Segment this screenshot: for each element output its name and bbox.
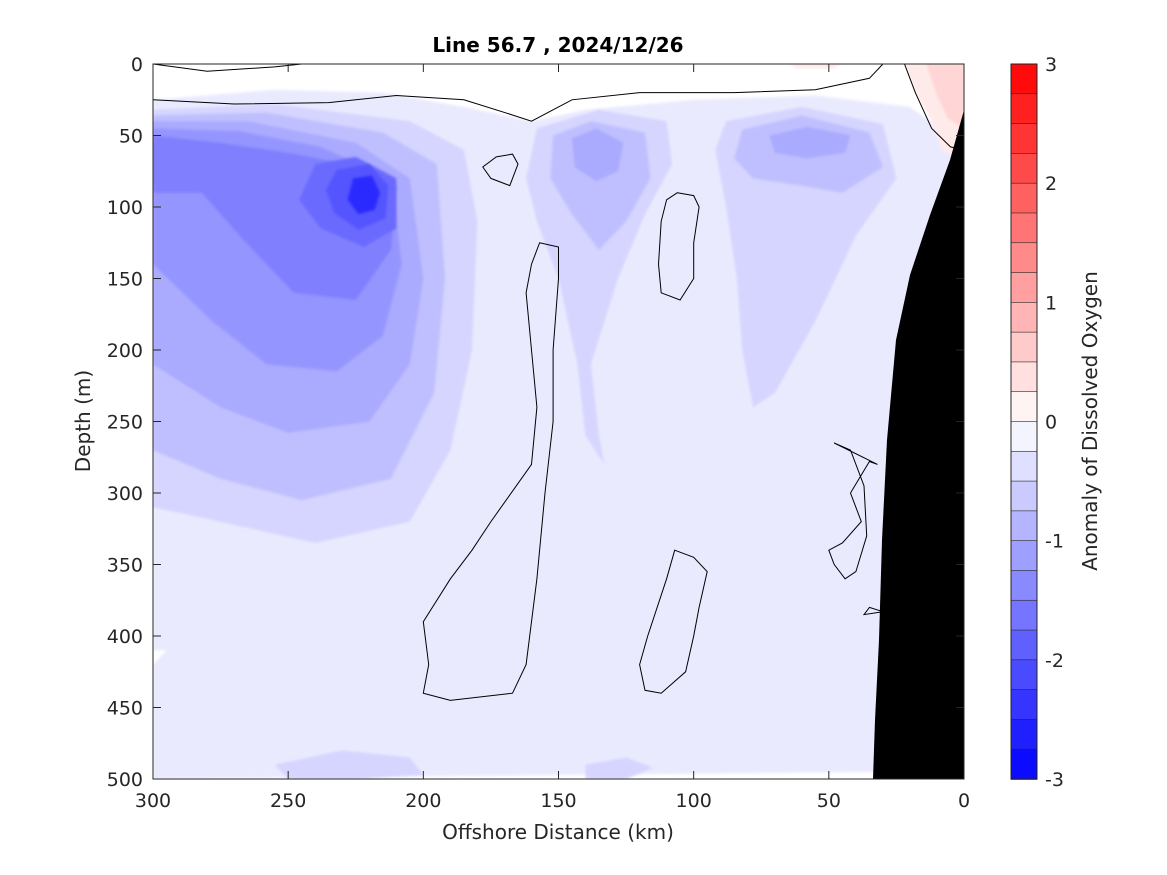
colorbar-tick-label: -2 xyxy=(1045,650,1064,672)
x-axis-label: Offshore Distance (km) xyxy=(442,820,674,844)
x-tick-label: 200 xyxy=(405,790,441,812)
colorbar-segment xyxy=(1010,182,1038,214)
colorbar-segment xyxy=(1010,689,1038,721)
zero-contour-line xyxy=(482,153,519,187)
colorbar-tick-label: -1 xyxy=(1045,531,1064,553)
bathymetry-seafloor xyxy=(873,110,964,779)
x-tick-label: 0 xyxy=(958,790,970,812)
colorbar-segment xyxy=(1010,302,1038,333)
colorbar-segment xyxy=(1010,570,1038,602)
colorbar-segment xyxy=(1010,421,1038,453)
contour-fill-region xyxy=(769,126,851,159)
colorbar-segment xyxy=(1010,123,1038,155)
zero-contour-line xyxy=(657,192,700,301)
zero-contour-line xyxy=(639,549,708,694)
y-axis-label: Depth (m) xyxy=(71,370,95,472)
y-tick-label: 400 xyxy=(107,626,143,648)
x-tick-label: 250 xyxy=(270,790,306,812)
x-axis: 300 250 200 150 100 50 0 xyxy=(135,64,970,812)
zero-contour-line xyxy=(422,242,559,701)
chart-title: Line 56.7 , 2024/12/26 xyxy=(432,33,683,57)
colorbar-tick-label: -3 xyxy=(1045,769,1064,791)
colorbar-segment xyxy=(1010,361,1038,393)
y-tick-label: 250 xyxy=(107,412,143,434)
contour-fills xyxy=(153,64,964,779)
colorbar-tick-label: 3 xyxy=(1045,54,1057,76)
colorbar-segment xyxy=(1010,212,1038,244)
contour-fill-region xyxy=(926,64,964,129)
zero-contour-line xyxy=(153,64,884,122)
zero-contour-line xyxy=(862,606,884,616)
contour-fill-region xyxy=(585,757,654,779)
colorbar-segment xyxy=(1010,510,1038,542)
contour-fill-region xyxy=(153,142,202,186)
x-tick-label: 300 xyxy=(135,790,171,812)
x-tick-label: 150 xyxy=(540,790,576,812)
contour-fill-region xyxy=(274,750,424,779)
colorbar-segment xyxy=(1010,93,1038,125)
colorbar-tick-label: 1 xyxy=(1045,292,1057,314)
y-tick-label: 0 xyxy=(131,54,143,76)
colorbar-segment xyxy=(1010,599,1038,631)
y-tick-label: 50 xyxy=(119,126,143,148)
contour-fill-region xyxy=(347,175,381,215)
colorbar-segment xyxy=(1010,659,1038,691)
x-tick-label: 50 xyxy=(817,790,841,812)
colorbar-segment xyxy=(1010,719,1038,751)
colorbar-segment xyxy=(1010,480,1038,512)
colorbar-segment xyxy=(1010,272,1038,304)
y-axis: 0 50 100 150 200 250 300 350 400 450 500 xyxy=(107,54,964,791)
y-tick-label: 100 xyxy=(107,197,143,219)
colorbar-tick-label: 0 xyxy=(1045,412,1057,434)
contour-fill-region xyxy=(788,64,843,69)
colorbar-segment xyxy=(1010,242,1038,274)
y-tick-label: 200 xyxy=(107,340,143,362)
colorbar-ticks: 3 2 1 0 -1 -2 -3 xyxy=(1045,54,1064,791)
colorbar xyxy=(1010,63,1038,780)
colorbar-frame xyxy=(1010,63,1038,780)
colorbar-label: Anomaly of Dissolved Oxygen xyxy=(1078,271,1102,571)
colorbar-segment xyxy=(1010,540,1038,572)
colorbar-segment xyxy=(1010,331,1038,363)
contour-fill-region xyxy=(572,128,624,182)
colorbar-segment xyxy=(1010,63,1038,95)
zero-contour-line xyxy=(828,442,878,580)
y-tick-label: 150 xyxy=(107,269,143,291)
colorbar-tick-label: 2 xyxy=(1045,173,1057,195)
zero-contour-lines xyxy=(153,64,964,701)
x-tick-label: 100 xyxy=(676,790,712,812)
colorbar-segment xyxy=(1010,629,1038,661)
y-tick-label: 450 xyxy=(107,698,143,720)
plot-area xyxy=(153,64,964,779)
y-tick-label: 350 xyxy=(107,555,143,577)
colorbar-segment xyxy=(1010,748,1038,780)
colorbar-segment xyxy=(1010,391,1038,423)
colorbar-segment xyxy=(1010,153,1038,184)
y-tick-label: 300 xyxy=(107,483,143,505)
y-tick-label: 500 xyxy=(107,769,143,791)
colorbar-segment xyxy=(1010,450,1038,482)
